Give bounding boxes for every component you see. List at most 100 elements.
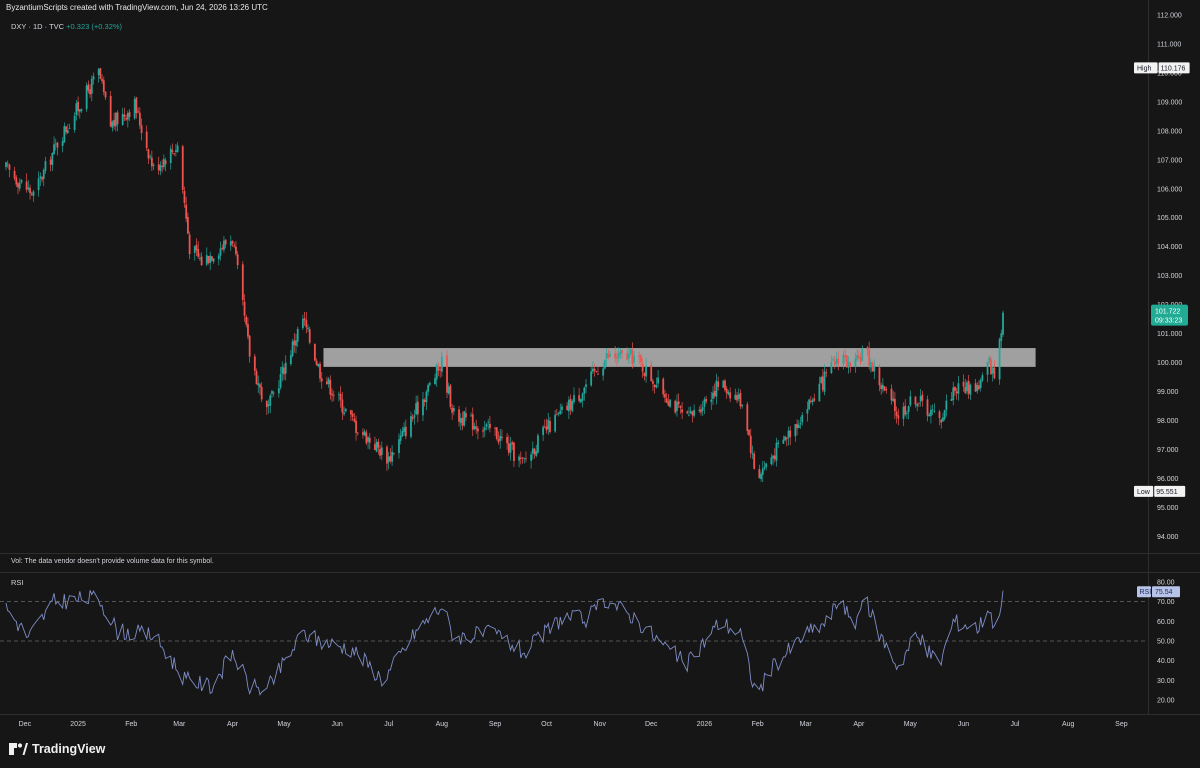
- candle-body: [482, 430, 484, 432]
- candle-body: [308, 329, 311, 343]
- time-tick-label: Apr: [227, 721, 239, 728]
- symbol-legend[interactable]: DXY · 1D · TVC +0.323 (+0.32%): [11, 22, 122, 31]
- low-badge-value: 95.551: [1156, 489, 1178, 496]
- candle-body: [930, 409, 932, 416]
- time-axis[interactable]: Dec 2025 Feb Mar Apr May Jun Jul Aug Sep Oct Nov Dec…: [19, 721, 1128, 728]
- candle-body: [245, 316, 248, 325]
- candle-body: [199, 258, 201, 259]
- candle-body: [511, 442, 514, 445]
- candle-body: [243, 301, 246, 316]
- candle-body: [581, 393, 584, 401]
- tradingview-logo[interactable]: TradingView: [9, 742, 105, 756]
- candle-body: [475, 426, 478, 430]
- time-tick-label: Nov: [594, 721, 607, 728]
- chart-credit: ByzantiumScripts created with TradingVie…: [6, 3, 268, 12]
- candle-body: [902, 406, 905, 419]
- countdown-value: 09:33:23: [1155, 318, 1182, 325]
- candle-body: [727, 392, 730, 395]
- candle-body: [832, 359, 835, 361]
- candle-body: [657, 377, 659, 384]
- candle-body: [281, 366, 284, 374]
- candle-body: [125, 118, 128, 120]
- candle-body: [978, 385, 980, 390]
- candle-body: [628, 354, 630, 359]
- rsi-pane[interactable]: 80.00 70.00 60.00 50.00 40.00 30.00 20.00: [0, 579, 1175, 705]
- candle-body: [272, 392, 275, 394]
- candle-body: [113, 119, 116, 126]
- candle-body: [892, 398, 895, 401]
- rsi-tick-label: 40.00: [1157, 658, 1175, 665]
- candle-body: [595, 370, 598, 373]
- candle-body: [423, 400, 426, 402]
- candle-body: [92, 76, 95, 80]
- candle-body: [638, 355, 641, 357]
- candle-body: [981, 375, 984, 381]
- candle-body: [845, 355, 848, 368]
- candle-body: [411, 417, 414, 419]
- candle-body: [307, 327, 309, 329]
- candle-body: [427, 384, 430, 392]
- rsi-tick-label: 30.00: [1157, 678, 1175, 685]
- candle-body: [255, 371, 258, 385]
- time-tick-label: 2026: [697, 721, 713, 728]
- candle-body: [820, 377, 823, 384]
- candle-body: [169, 148, 172, 163]
- tradingview-wordmark: TradingView: [32, 742, 106, 756]
- candle-body: [789, 430, 792, 438]
- candle-body: [669, 399, 671, 407]
- candle-body: [904, 405, 907, 415]
- candle-body: [681, 409, 684, 413]
- price-tick-label: 105.000: [1157, 215, 1182, 222]
- candle-body: [224, 239, 227, 245]
- candle-body: [813, 398, 816, 401]
- candle-body: [368, 437, 371, 443]
- rsi-badge-label: RSI: [1140, 589, 1152, 596]
- candle-body: [259, 384, 261, 388]
- candle-body: [933, 410, 936, 412]
- candle-body: [998, 339, 1001, 380]
- candle-body: [477, 428, 479, 432]
- candle-body: [967, 380, 970, 394]
- rsi-badge[interactable]: RSI 75.54: [1137, 586, 1180, 598]
- candle-body: [90, 78, 93, 94]
- candle-body: [919, 396, 922, 402]
- candle-body: [331, 393, 333, 396]
- last-price-badge[interactable]: 101.722 09:33:23: [1151, 304, 1188, 326]
- candle-body: [121, 114, 124, 125]
- candle-body: [305, 320, 308, 328]
- candle-body: [13, 170, 16, 179]
- candle-body: [849, 362, 852, 367]
- candle-body: [219, 248, 222, 256]
- candle-body: [700, 409, 702, 413]
- candle-body: [885, 389, 888, 391]
- rsi-pane-label[interactable]: RSI: [11, 578, 24, 587]
- candle-body: [705, 398, 708, 402]
- candle-body: [135, 97, 138, 114]
- symbol-name: DXY · 1D · TVC: [11, 22, 65, 31]
- candle-body: [137, 111, 140, 113]
- price-tick-label: 110.000: [1157, 70, 1182, 77]
- candle-body: [931, 409, 934, 411]
- candle-body: [969, 384, 972, 395]
- candle-body: [413, 415, 416, 418]
- rsi-tick-label: 20.00: [1157, 698, 1175, 705]
- candle-body: [585, 384, 587, 387]
- candle-body: [753, 453, 756, 469]
- candle-body: [54, 143, 57, 145]
- candle-body: [547, 419, 550, 430]
- candle-body: [29, 187, 31, 194]
- price-axis[interactable]: 112.000 111.000 110.000 109.000 108.000 107.0…: [1157, 13, 1182, 541]
- candle-body: [80, 109, 83, 111]
- candle-body: [260, 386, 263, 400]
- resistance-zone[interactable]: [323, 348, 1036, 367]
- candle-body: [99, 68, 102, 80]
- candle-body: [399, 435, 402, 441]
- candle-body: [543, 426, 546, 428]
- candle-body: [235, 246, 237, 255]
- candle-body: [557, 412, 560, 414]
- candle-body: [883, 386, 886, 391]
- candle-body: [662, 378, 665, 395]
- candle-body: [770, 457, 773, 465]
- candle-body: [703, 399, 706, 407]
